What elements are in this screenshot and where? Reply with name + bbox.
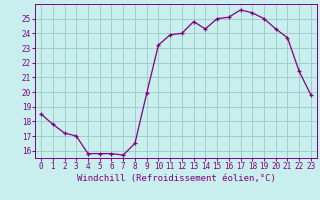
X-axis label: Windchill (Refroidissement éolien,°C): Windchill (Refroidissement éolien,°C)	[76, 174, 276, 183]
